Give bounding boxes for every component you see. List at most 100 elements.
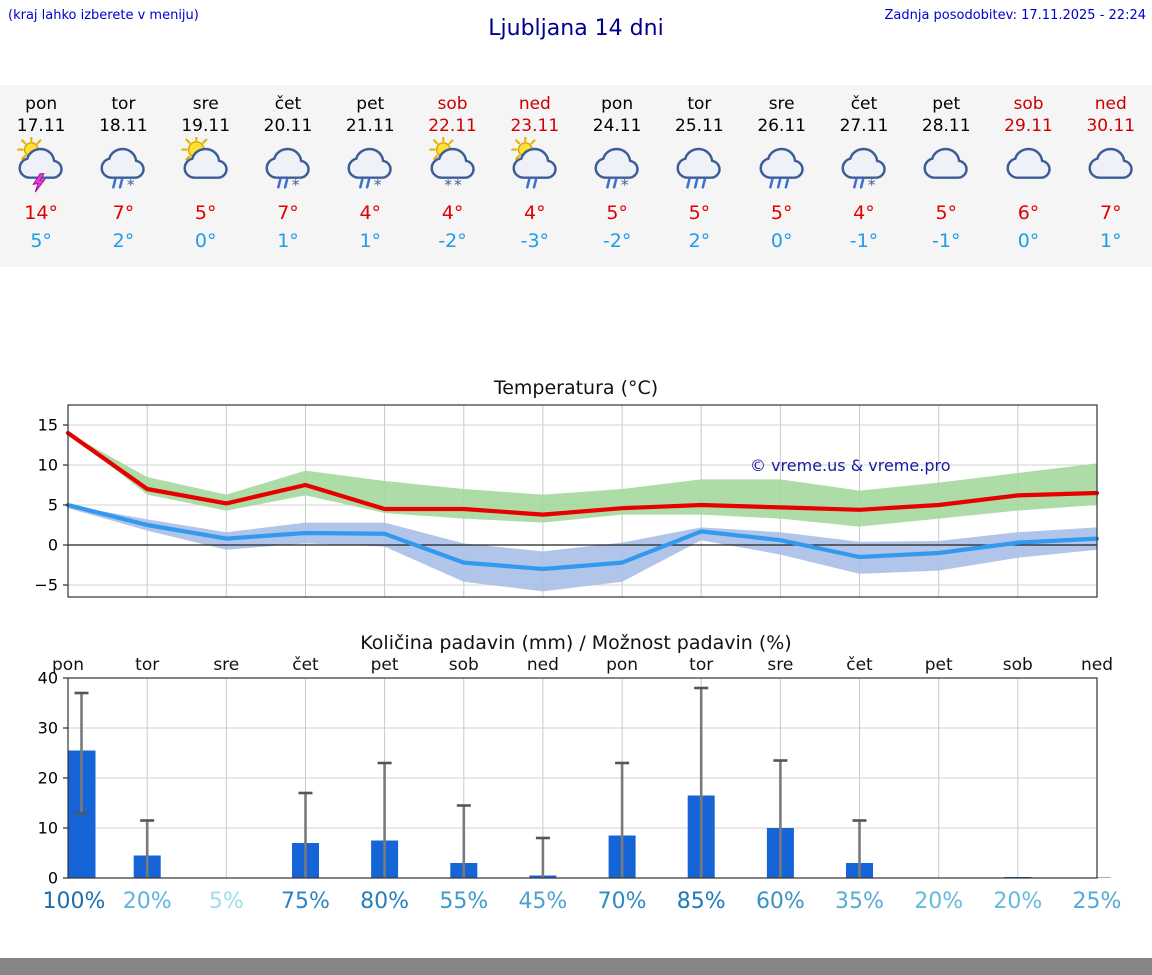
precip-day-label: pon	[606, 655, 638, 675]
day-column[interactable]: ned 23.11 4° -3°	[494, 93, 576, 255]
day-min-temp: -2°	[438, 230, 467, 252]
precip-probability: 60%	[756, 889, 805, 914]
temperature-chart-svg: −5 0 5 10 15 © vreme.us & vreme.pro	[34, 404, 1100, 598]
cloudy-icon	[1070, 137, 1152, 195]
precip-day-label: sre	[213, 655, 239, 675]
day-column[interactable]: pet 28.11 5° -1°	[905, 93, 987, 255]
day-name: ned	[1094, 94, 1127, 114]
precip-probability: 80%	[360, 889, 409, 914]
day-min-temp: 2°	[112, 230, 135, 252]
cloud-sleet-icon: *	[823, 137, 905, 195]
day-name: čet	[850, 94, 878, 114]
day-column[interactable]: pet 21.11 * 4° 1°	[329, 93, 411, 255]
cloud-rain-icon	[741, 137, 823, 195]
day-date: 20.11	[263, 116, 313, 136]
precip-probability: 70%	[598, 889, 647, 914]
day-min-temp: 5°	[30, 230, 52, 252]
svg-text:*: *	[127, 176, 135, 194]
day-column[interactable]: ned 30.11 7° 1°	[1070, 93, 1152, 255]
cloud-sleet-icon: *	[329, 137, 411, 195]
page-title: Ljubljana 14 dni	[488, 16, 664, 41]
day-column[interactable]: čet 27.11 * 4° -1°	[823, 93, 905, 255]
day-min-temp: 1°	[277, 230, 299, 252]
temperature-chart: −5 0 5 10 15 © vreme.us & vreme.pro	[0, 399, 1152, 608]
day-name: sob	[1013, 94, 1044, 114]
day-max-temp: 5°	[688, 202, 711, 224]
precip-probability: 20%	[993, 889, 1042, 914]
precip-probability: 35%	[835, 889, 884, 914]
svg-text:*: *	[621, 176, 629, 194]
day-name: pon	[601, 94, 634, 114]
day-date: 24.11	[592, 116, 642, 136]
sun-cloud-rain-icon	[494, 137, 576, 195]
day-max-temp: 4°	[853, 202, 875, 224]
min-range-band	[68, 505, 1097, 592]
svg-text:5: 5	[48, 496, 58, 515]
precip-day-label: ned	[527, 655, 559, 675]
day-max-temp: 14°	[24, 202, 58, 224]
precip-day-label: sob	[449, 655, 479, 675]
precip-day-label: sob	[1003, 655, 1033, 675]
day-name: tor	[111, 94, 136, 114]
min-temperature-line	[65, 502, 1100, 572]
day-max-temp: 7°	[112, 202, 135, 224]
precip-day-label: pon	[52, 655, 84, 675]
day-column[interactable]: tor 18.11 * 7° 2°	[82, 93, 164, 255]
day-min-temp: -2°	[602, 230, 632, 252]
cloud-rain-icon	[658, 137, 740, 195]
day-min-temp: 1°	[359, 230, 382, 252]
cloud-sleet-icon: *	[576, 137, 658, 195]
svg-text:10: 10	[38, 819, 58, 838]
day-max-temp: 7°	[1100, 202, 1122, 224]
day-max-temp: 4°	[359, 202, 382, 224]
day-date: 26.11	[757, 116, 806, 136]
day-date: 17.11	[16, 116, 66, 136]
day-column[interactable]: sre 19.11 5° 0°	[165, 93, 247, 255]
last-update-label: Zadnja posodobitev: 17.11.2025 - 22:24	[884, 8, 1146, 23]
precipitation-chart-title: Količina padavin (mm) / Možnost padavin …	[360, 632, 792, 654]
day-date: 22.11	[428, 116, 477, 136]
day-name: sre	[192, 94, 219, 114]
svg-text:*: *	[454, 176, 462, 194]
day-column[interactable]: tor 25.11 5° 2°	[658, 93, 740, 255]
precip-probability: 85%	[677, 889, 726, 914]
day-date: 18.11	[99, 116, 148, 136]
precip-probability: 20%	[914, 889, 963, 914]
precip-day-label: tor	[689, 655, 713, 675]
temperature-chart-title: Temperatura (°C)	[493, 377, 659, 399]
page-header: (kraj lahko izberete v meniju) Ljubljana…	[0, 0, 1152, 48]
svg-text:0: 0	[48, 536, 58, 555]
day-column[interactable]: sre 26.11 5° 0°	[741, 93, 823, 255]
max-range-band	[68, 433, 1097, 527]
day-min-temp: 0°	[770, 230, 793, 252]
day-date: 27.11	[839, 116, 889, 136]
day-max-temp: 5°	[935, 202, 958, 224]
bottom-scrollbar[interactable]	[0, 958, 1152, 975]
day-date: 25.11	[675, 116, 724, 136]
day-column[interactable]: sob 22.11 * * 4° -2°	[411, 93, 493, 255]
svg-text:10: 10	[38, 456, 58, 475]
day-column[interactable]: pon 24.11 * 5° -2°	[576, 93, 658, 255]
day-date: 30.11	[1086, 116, 1136, 136]
precip-probability: 75%	[281, 889, 330, 914]
day-name: pon	[25, 94, 58, 114]
precip-day-label: sre	[767, 655, 793, 675]
svg-text:*: *	[292, 176, 300, 194]
day-name: sre	[768, 94, 795, 114]
day-column[interactable]: sob 29.11 6° 0°	[987, 93, 1069, 255]
location-menu-note[interactable]: (kraj lahko izberete v meniju)	[8, 8, 199, 23]
precipitation-chart: pon tor sre čet pet sob ned pon tor sre čet pet sob n…	[0, 654, 1152, 920]
day-date: 21.11	[345, 116, 395, 136]
precipitation-chart-svg: pon tor sre čet pet sob ned pon tor sre čet pet sob n…	[38, 655, 1122, 914]
day-column[interactable]: pon 17.11 14° 5°	[0, 93, 82, 255]
svg-text:*: *	[374, 176, 382, 194]
svg-text:*: *	[868, 176, 876, 194]
svg-text:0: 0	[48, 869, 58, 888]
cloud-sleet-icon: *	[82, 137, 164, 195]
day-min-temp: -1°	[932, 230, 961, 252]
day-max-temp: 5°	[770, 202, 793, 224]
day-column[interactable]: čet 20.11 * 7° 1°	[247, 93, 329, 255]
day-min-temp: -1°	[849, 230, 879, 252]
precip-probability: 45%	[518, 889, 567, 914]
precip-probability: 5%	[209, 889, 244, 914]
